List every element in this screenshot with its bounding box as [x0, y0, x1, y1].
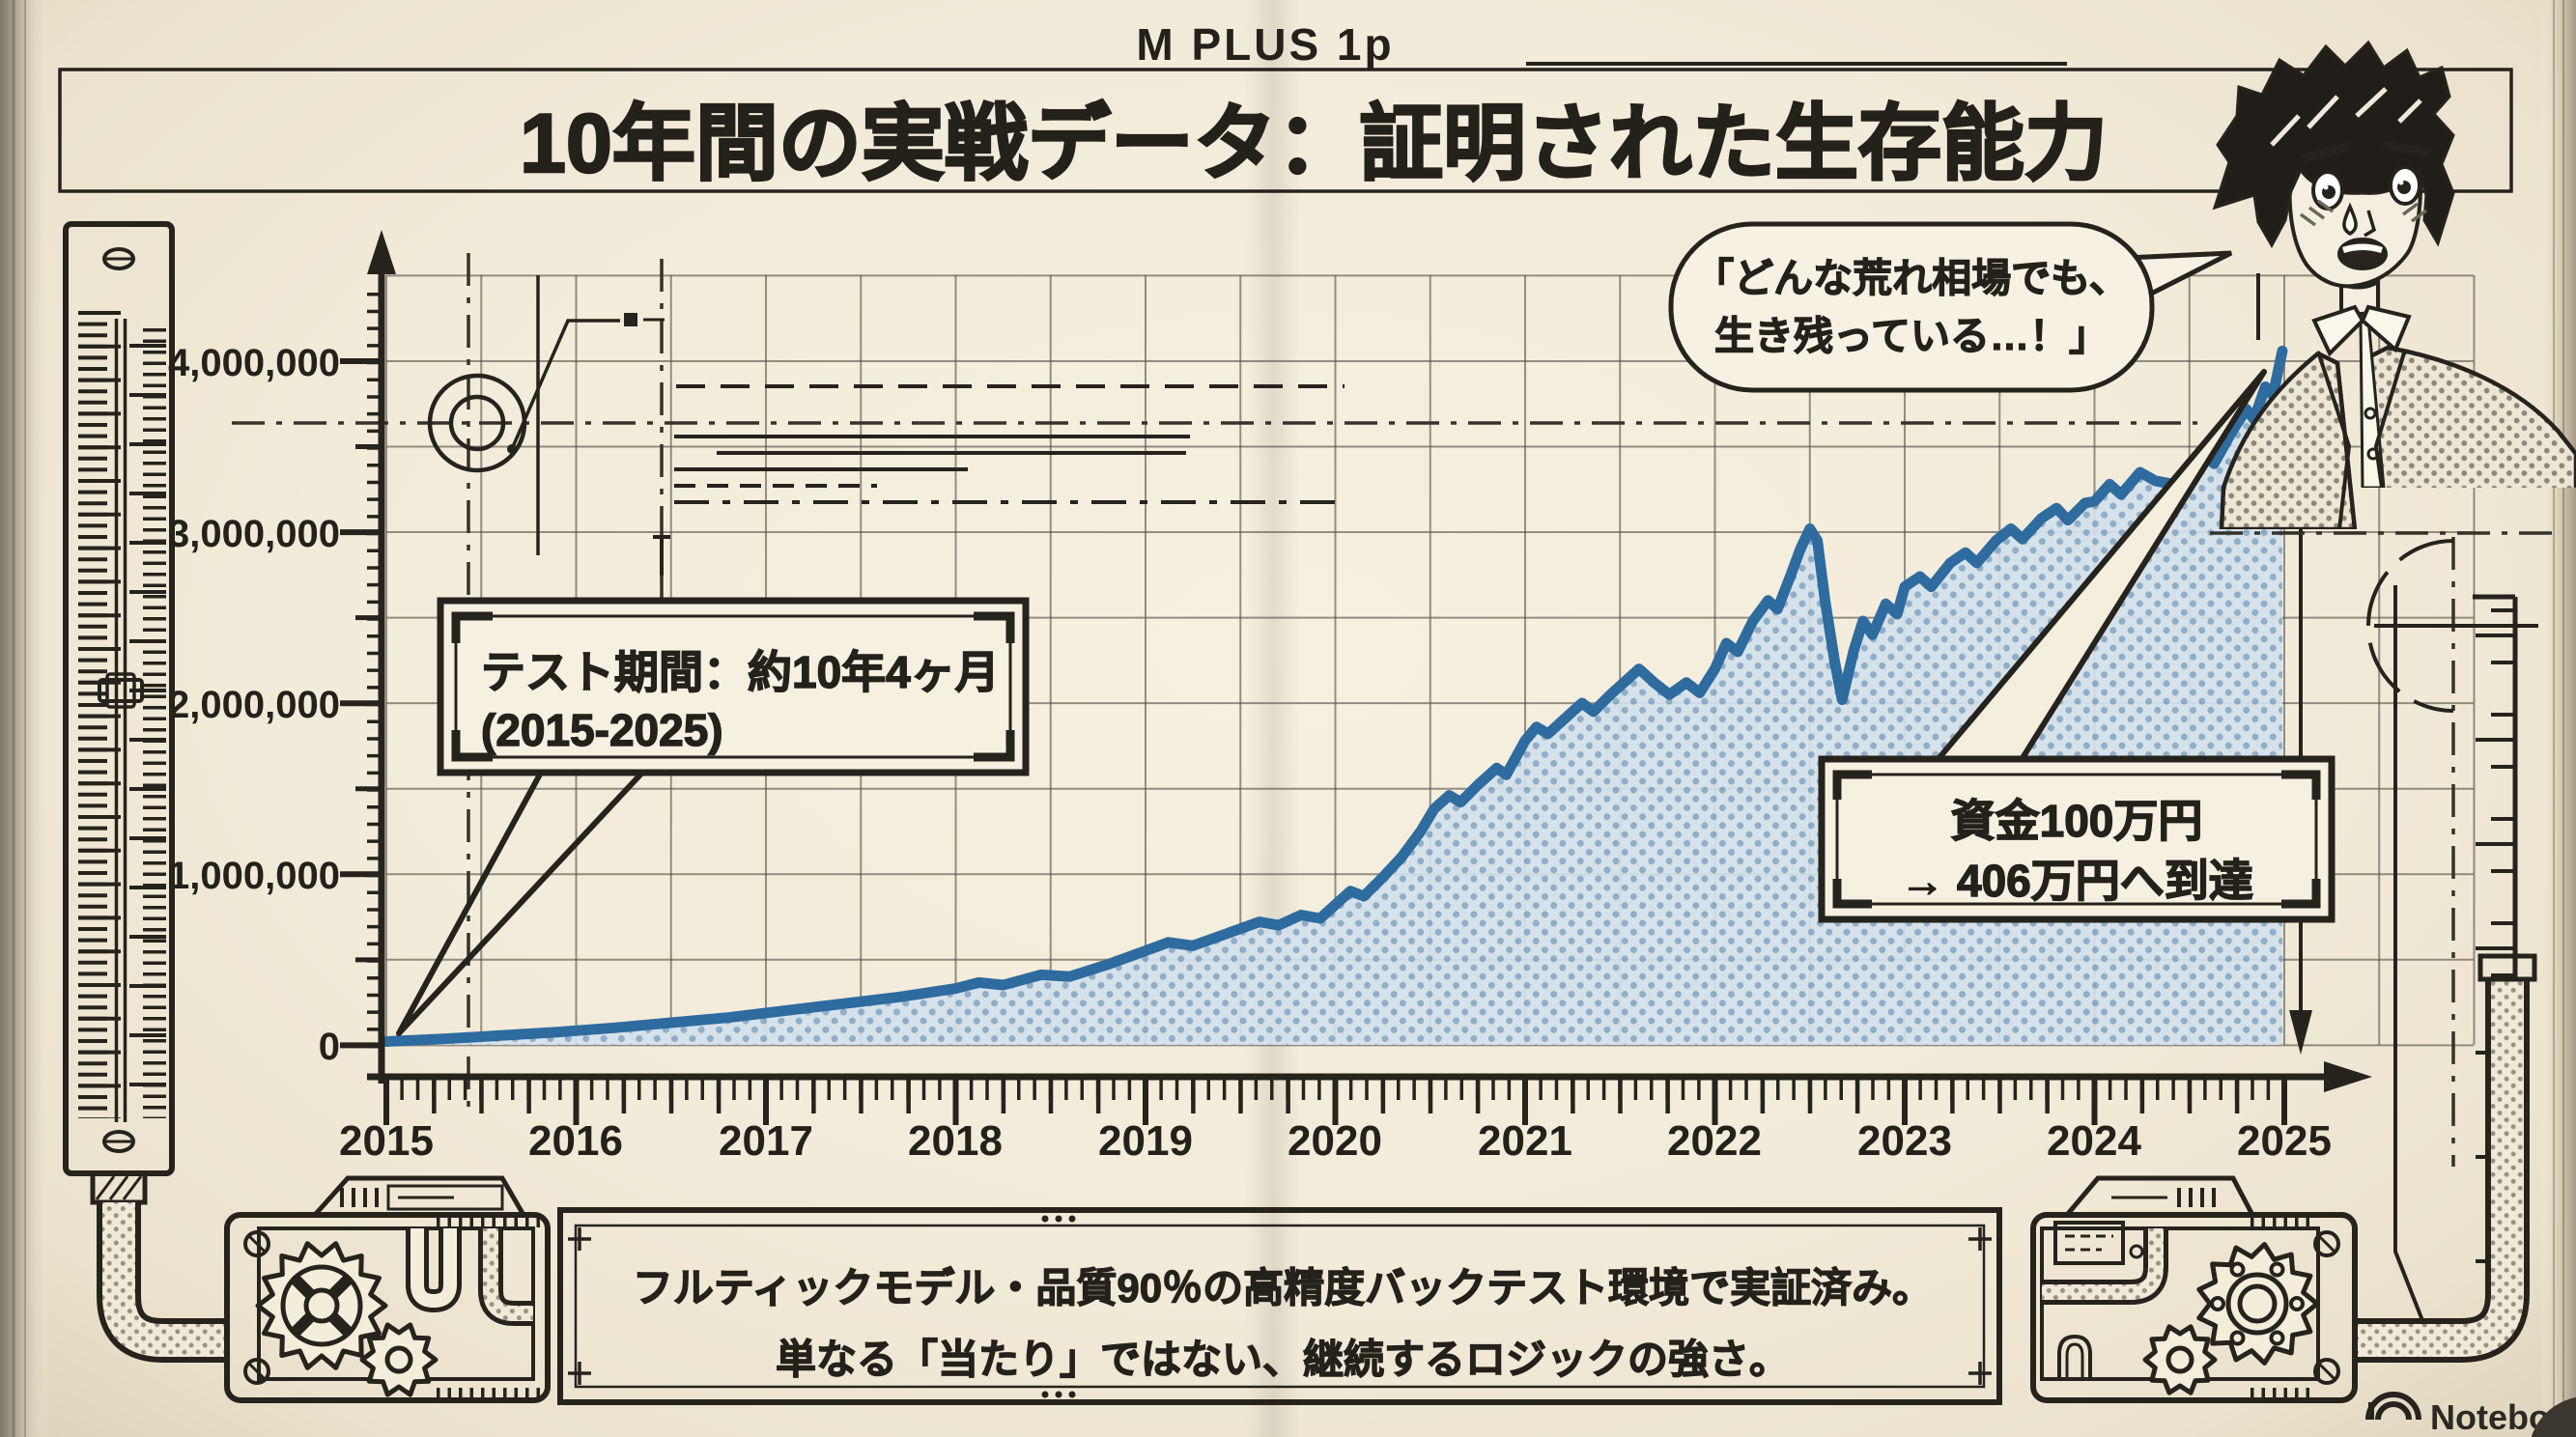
footer-line2: 単なる「当たり」ではない、継続するロジックの強さ。 [776, 1337, 1790, 1382]
arch-detail [2057, 1334, 2092, 1379]
machine-banner: フルティックモデル・品質90％の高精度バックテスト環境で実証済み。 単なる「当た… [224, 1175, 2358, 1405]
x-tick-label: 2023 [1857, 1117, 1952, 1165]
callout-box [437, 597, 1030, 776]
callout-left-line1: テスト期間：約10年4ヶ月 [481, 647, 1000, 697]
title-frame [58, 68, 2513, 193]
y-tick-label: 0 [319, 1026, 340, 1068]
callout-box [1818, 755, 2335, 923]
slide-gauge [63, 221, 175, 1205]
label-plate [2053, 1221, 2125, 1265]
collar-right [2360, 304, 2412, 353]
x-tick-label: 2020 [1288, 1117, 1382, 1165]
callout-tail [396, 770, 645, 1036]
callout-result: 資金100万円 → 406万円へ到達 [1818, 369, 2335, 923]
eyebrow-right [2383, 140, 2431, 157]
header: M PLUS 1p 10年間の実戦データ：証明された生存能力 [58, 19, 2513, 193]
x-tick-label: 2019 [1098, 1117, 1193, 1165]
redacted-spec-lines [653, 384, 1345, 576]
blush-left [2299, 199, 2335, 227]
manga-character [2212, 40, 2576, 529]
notebooklm-logo-icon [2365, 1392, 2421, 1421]
x-tick-label: 2017 [719, 1117, 813, 1165]
equity-curve [381, 345, 2288, 1047]
callout-right-line2: → 406万円へ到達 [1900, 856, 2253, 906]
leader-line [510, 319, 620, 450]
callout-right-line1: 資金100万円 [1951, 796, 2203, 846]
x-tick-label: 2024 [2047, 1117, 2141, 1165]
footer-panel: フルティックモデル・品質90％の高精度バックテスト環境で実証済み。 単なる「当た… [557, 1207, 2002, 1405]
screw-icon [2313, 1358, 2340, 1385]
x-axis-labels: 2015 2016 2017 2018 2019 2020 2021 2022 … [339, 1117, 2332, 1165]
nose [2364, 210, 2377, 238]
teeth [2342, 243, 2383, 253]
hair-highlights [2270, 87, 2422, 147]
y-tick-label: 2,000,000 [168, 684, 340, 726]
registration-marks [568, 1227, 1992, 1385]
x-tick-label: 2022 [1667, 1117, 1762, 1165]
x-tick-label: 2021 [1478, 1117, 1572, 1165]
corner-brackets [451, 611, 1015, 762]
y-tick-label: 1,000,000 [168, 855, 340, 897]
x-tick-label: 2016 [528, 1117, 623, 1165]
y-tick-label: 4,000,000 [168, 342, 340, 384]
y-axis-labels: 4,000,000 3,000,000 2,000,000 1,000,000 … [168, 342, 340, 1068]
gears [255, 1241, 2320, 1397]
page-edge-right [2540, 0, 2576, 1437]
y-axis-arrow-icon [367, 230, 396, 274]
equity-area-fill [386, 351, 2282, 1045]
bubble-line2: 生き残っている…！」 [1714, 314, 2109, 358]
footer-line1: フルティックモデル・品質90％の高精度バックテスト環境で実証済み。 [633, 1265, 1933, 1310]
axes [340, 230, 2372, 1125]
page-fold [1246, 0, 1300, 1437]
drawing-label-icon [624, 313, 637, 326]
pipes [97, 953, 2537, 1363]
jacket-left [2219, 351, 2358, 529]
elbow-pipe-icon [2042, 1228, 2168, 1305]
speech-bubble: 「どんな荒れ相場でも、 生き残っている…！」 [1668, 221, 2233, 393]
brand-label: M PLUS 1p [1136, 19, 1394, 70]
machine-plate-left [224, 1175, 551, 1403]
eyebrow-left [2302, 142, 2351, 163]
bubble-body [1668, 221, 2155, 393]
button-icon [2364, 407, 2377, 420]
blueprint-decor [232, 253, 2197, 1111]
x-tick-label: 2018 [908, 1117, 1003, 1165]
lapel-left [2316, 351, 2352, 529]
sweat-drop-icon [2342, 202, 2358, 237]
x-tick-label: 2025 [2237, 1117, 2332, 1165]
y-tick-label: 3,000,000 [168, 513, 340, 555]
screw-icon [2313, 1230, 2340, 1257]
lapel-right [2373, 349, 2407, 489]
callout-left-line2: (2015-2025) [481, 705, 723, 755]
page-corner-shadow [2531, 1397, 2576, 1437]
pipe-flange [2477, 953, 2537, 982]
corner-brackets [1832, 770, 2321, 909]
screw-icon [243, 1230, 270, 1257]
callout-test-period: テスト期間：約10年4ヶ月 (2015-2025) [396, 597, 1030, 1036]
bubble-line1: 「どんな荒れ相場でも、 [1694, 256, 2129, 300]
screw-icon [243, 1358, 270, 1385]
page-title: 10年間の実戦データ：証明された生存能力 [520, 98, 2108, 190]
x-tick-label: 2015 [339, 1117, 434, 1165]
slider-knob [98, 678, 144, 703]
blush-right [2401, 202, 2428, 223]
collar-left [2311, 304, 2365, 357]
x-axis-arrow-icon [2324, 1061, 2372, 1092]
